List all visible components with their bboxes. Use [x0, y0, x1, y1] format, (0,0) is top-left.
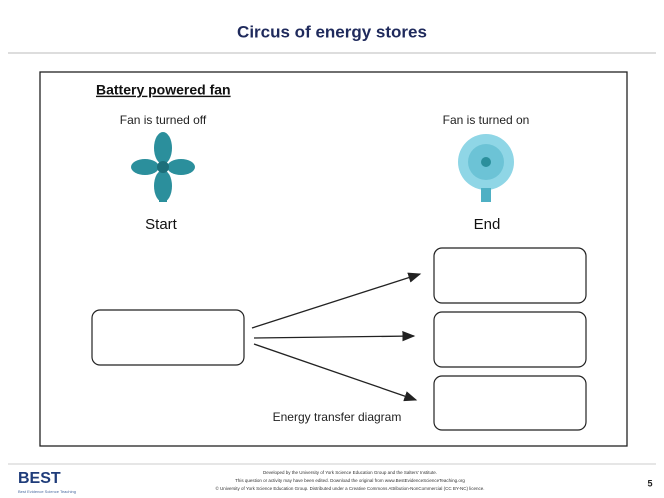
source-box — [92, 310, 244, 365]
footer-line: © University of York Science Education G… — [215, 485, 484, 491]
end-label: End — [474, 216, 501, 233]
target-box — [434, 248, 586, 303]
logo-tagline: Best Evidence Science Teaching — [18, 489, 76, 494]
logo: BEST — [18, 470, 61, 487]
target-box — [434, 376, 586, 430]
slide: Circus of energy stores Battery powered … — [0, 0, 664, 498]
footer-line: This question or activity may have been … — [235, 478, 465, 483]
end-caption: Fan is turned on — [443, 113, 530, 127]
page-number: 5 — [647, 478, 652, 488]
diagram-label: Energy transfer diagram — [273, 410, 402, 424]
title: Circus of energy stores — [237, 22, 427, 41]
target-box — [434, 312, 586, 367]
start-label: Start — [145, 216, 178, 233]
start-caption: Fan is turned off — [120, 113, 207, 127]
heading: Battery powered fan — [96, 82, 231, 98]
footer-line: Developed by the University of York Scie… — [263, 470, 437, 475]
